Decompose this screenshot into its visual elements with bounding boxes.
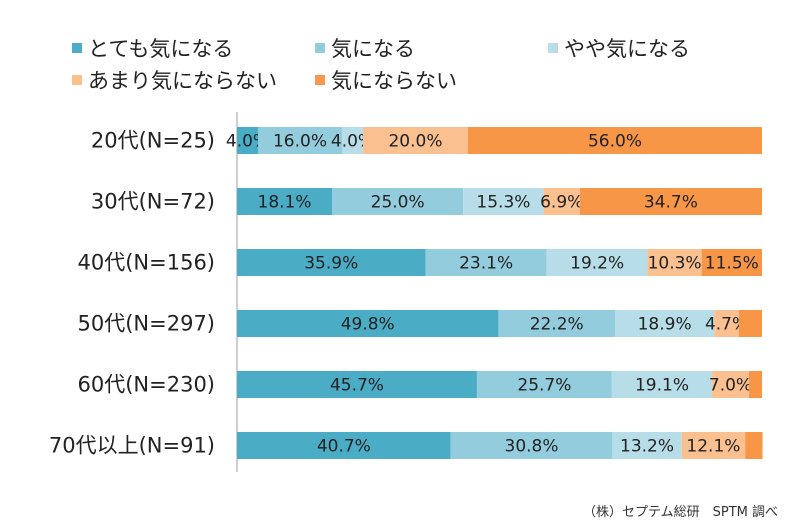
bar-segment xyxy=(237,127,258,154)
data-label: 25.7% xyxy=(517,376,571,396)
legend-item: 気になる xyxy=(315,33,415,63)
bar-segment xyxy=(615,310,715,337)
legend-item: とても気になる xyxy=(72,33,233,63)
bar-segment xyxy=(237,432,451,459)
bar-segment xyxy=(237,310,499,337)
category-label: 40代(N=156) xyxy=(78,251,216,275)
data-label: 20.0% xyxy=(388,132,442,152)
bar-segment xyxy=(463,188,544,215)
data-label: 19.2% xyxy=(570,254,624,274)
legend-swatch xyxy=(315,43,325,53)
bar-segment xyxy=(714,310,739,337)
legend-item: やや気になる xyxy=(548,33,690,63)
data-label: 19.1% xyxy=(635,376,689,396)
bar-segment xyxy=(579,188,762,215)
data-label: 30.8% xyxy=(505,437,559,457)
bar-segment xyxy=(425,249,547,276)
data-label: 56.0% xyxy=(588,132,642,152)
bar-segment xyxy=(498,310,615,337)
data-label: 15.3% xyxy=(476,193,530,213)
data-label: 35.9% xyxy=(304,254,358,274)
data-label: 22.2% xyxy=(530,315,584,335)
bar-segment xyxy=(476,371,612,398)
legend-swatch xyxy=(72,75,82,85)
legend-label: やや気になる xyxy=(564,37,690,61)
data-label: 16.0% xyxy=(273,132,327,152)
bar-segment xyxy=(363,127,468,154)
legend-label: とても気になる xyxy=(88,37,234,61)
data-label: 34.7% xyxy=(644,193,698,213)
data-label: 11.5% xyxy=(705,254,759,274)
bar-segment xyxy=(332,188,464,215)
data-label: 49.8% xyxy=(341,315,395,335)
bar-segment xyxy=(237,371,477,398)
bar-segment xyxy=(701,249,762,276)
bar-segment xyxy=(748,371,762,398)
bar-segment xyxy=(681,432,746,459)
bar-segment xyxy=(745,432,763,459)
category-label: 70代以上(N=91) xyxy=(49,434,215,458)
data-label: 6.9% xyxy=(540,193,583,213)
bar-segment xyxy=(738,310,762,337)
legend-item: あまり気にならない xyxy=(72,65,277,95)
category-label: 20代(N=25) xyxy=(91,129,215,153)
legend-label: あまり気にならない xyxy=(88,69,277,93)
bar-segment xyxy=(342,127,363,154)
legend-swatch xyxy=(72,43,82,53)
legend-label: 気にならない xyxy=(331,69,457,93)
bar-segment xyxy=(712,371,749,398)
category-label: 30代(N=72) xyxy=(91,190,215,214)
legend-swatch xyxy=(548,43,558,53)
data-label: 18.9% xyxy=(638,315,692,335)
category-label: 50代(N=297) xyxy=(78,312,216,336)
bar-segment xyxy=(237,249,426,276)
data-label: 12.1% xyxy=(686,437,740,457)
data-label: 25.0% xyxy=(371,193,425,213)
data-label: 23.1% xyxy=(459,254,513,274)
data-label: 18.1% xyxy=(258,193,312,213)
data-label: 4.7% xyxy=(705,315,748,335)
bar-segment xyxy=(468,127,762,154)
bar-segment xyxy=(612,432,682,459)
data-label: 45.7% xyxy=(330,376,384,396)
source-note: （株）セプテム総研 SPTM 調べ xyxy=(583,505,778,520)
data-label: 40.7% xyxy=(317,437,371,457)
bar-segment xyxy=(258,127,342,154)
data-label: 13.2% xyxy=(620,437,674,457)
legend-label: 気になる xyxy=(331,37,415,61)
bar-segment xyxy=(546,249,648,276)
bar-segment xyxy=(611,371,713,398)
category-label: 60代(N=230) xyxy=(78,373,216,397)
bar-segment xyxy=(647,249,702,276)
data-label: 7.0% xyxy=(709,376,752,396)
data-label: 10.3% xyxy=(648,254,702,274)
bar-segment xyxy=(543,188,580,215)
legend-swatch xyxy=(315,75,325,85)
legend-item: 気にならない xyxy=(315,65,457,95)
bar-segment xyxy=(450,432,613,459)
bar-segment xyxy=(237,188,333,215)
